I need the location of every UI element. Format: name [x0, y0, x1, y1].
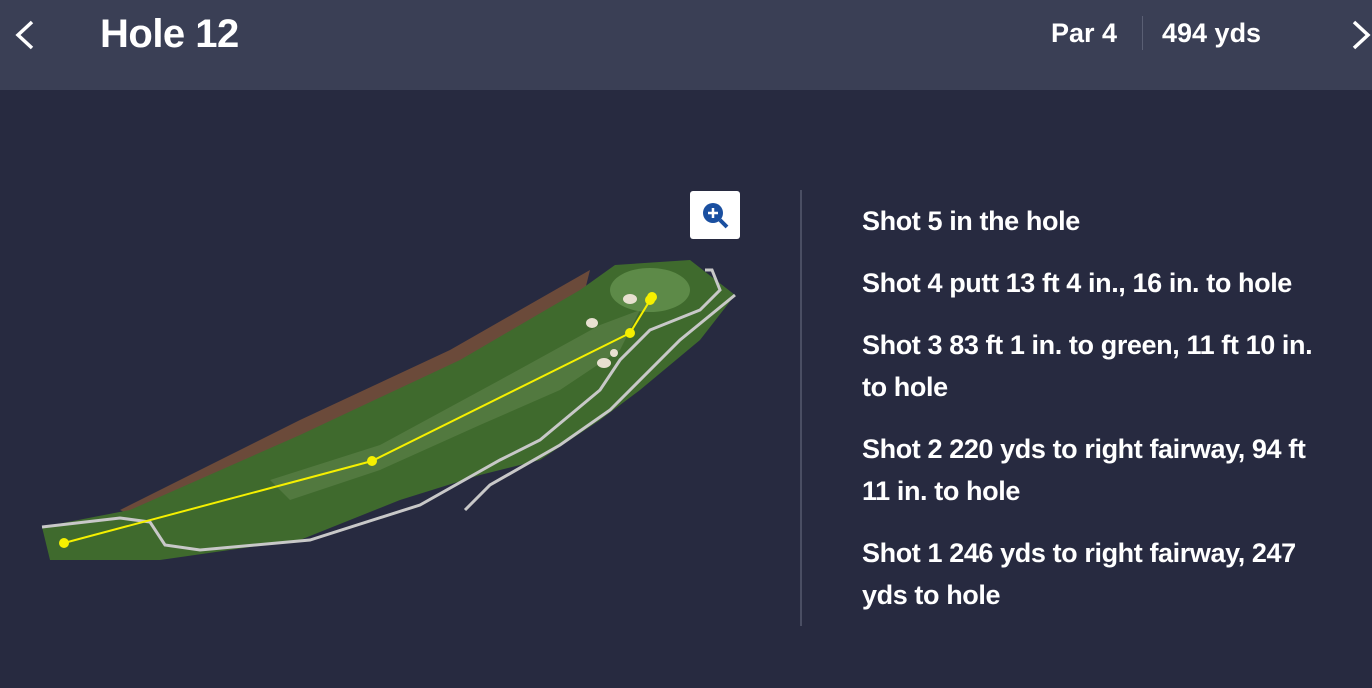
- shot-item: Shot 1 246 yds to right fairway, 247 yds…: [862, 538, 1296, 610]
- divider: [800, 190, 802, 626]
- header: Hole 12 Par 4 494 yds: [0, 0, 1372, 90]
- separator: [1142, 16, 1143, 50]
- shot-item: Shot 4 putt 13 ft 4 in., 16 in. to hole: [862, 268, 1292, 298]
- shot-item: Shot 3 83 ft 1 in. to green, 11 ft 10 in…: [862, 330, 1313, 402]
- back-button[interactable]: [12, 18, 38, 52]
- hole-title: Hole 12: [100, 12, 239, 56]
- shot-list: Shot 5 in the hole Shot 4 putt 13 ft 4 in…: [862, 200, 1332, 636]
- zoom-button[interactable]: [690, 191, 740, 239]
- yardage: 494 yds: [1162, 18, 1262, 48]
- next-button[interactable]: [1350, 18, 1372, 52]
- hole-map: [41, 260, 736, 560]
- shot-item: Shot 5 in the hole: [862, 206, 1080, 236]
- par: Par 4: [1051, 18, 1118, 48]
- shot-item: Shot 2 220 yds to right fairway, 94 ft 1…: [862, 434, 1306, 506]
